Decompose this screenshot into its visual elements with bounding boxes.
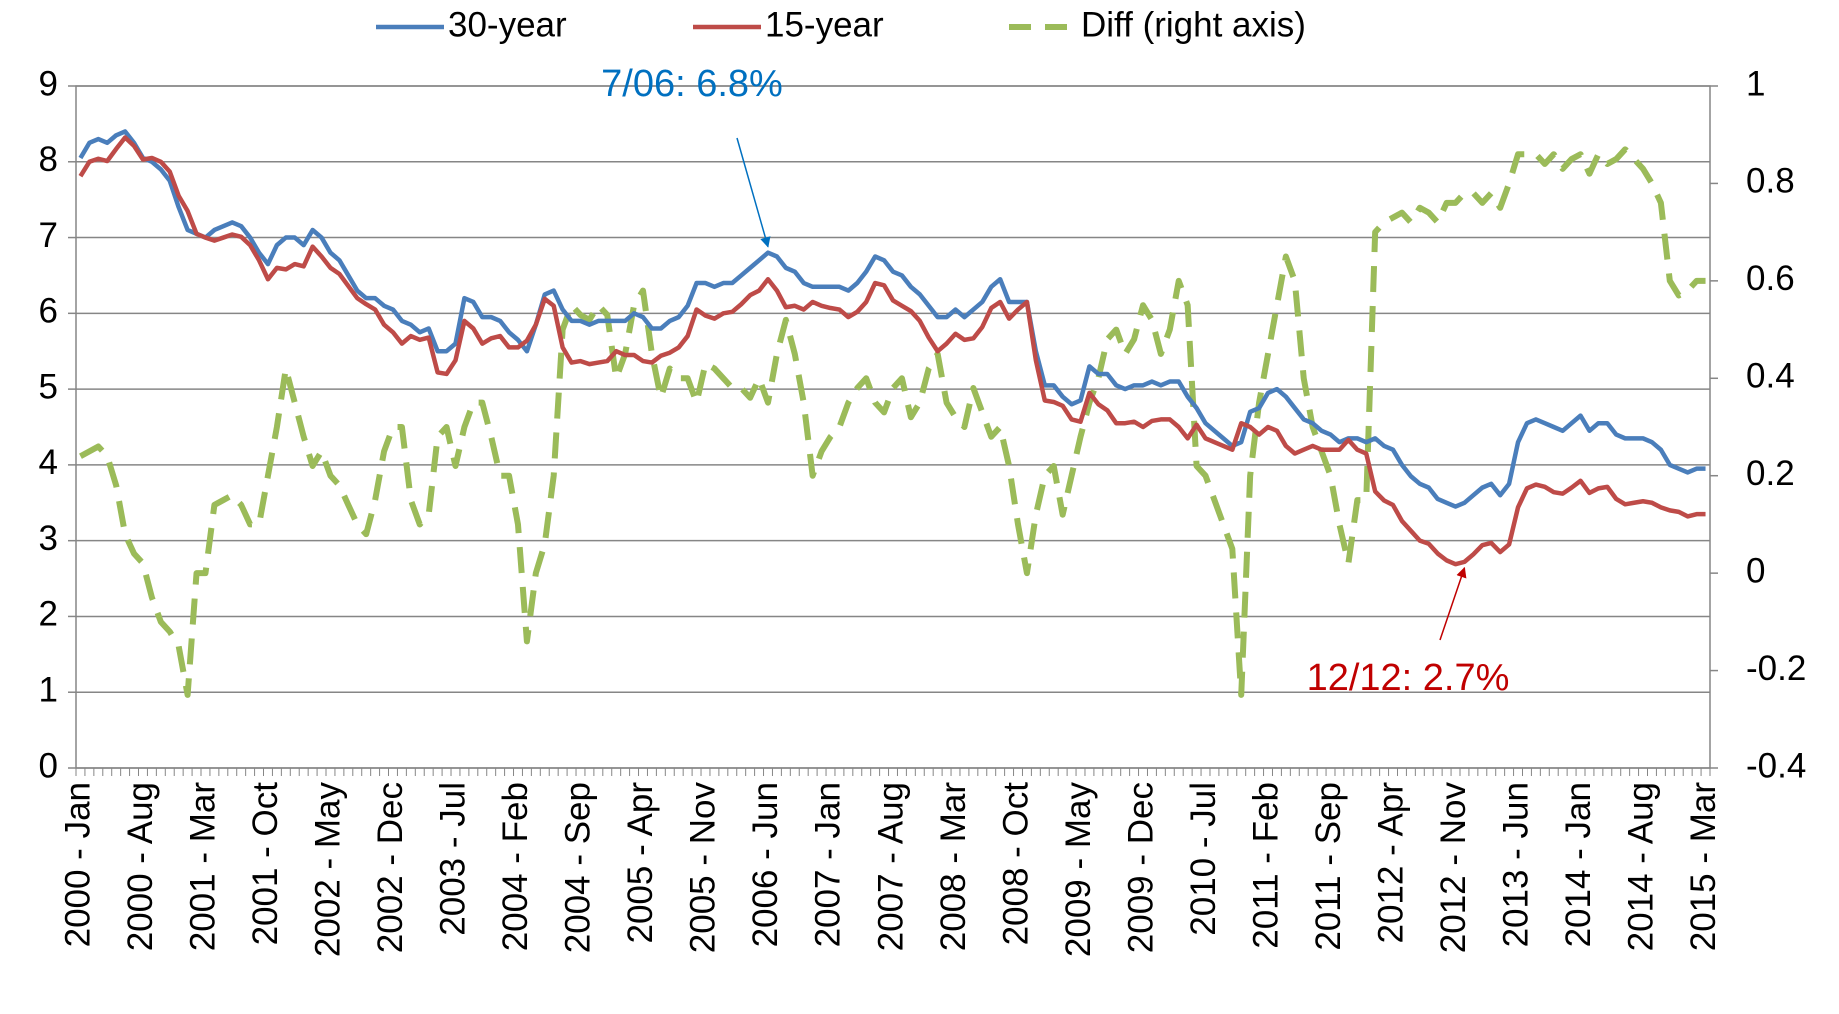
x-tick-label: 2012 - Nov	[1434, 782, 1473, 954]
y2-tick-label: -0.2	[1746, 649, 1806, 688]
x-tick-label: 2014 - Jan	[1559, 782, 1598, 947]
y2-tick-label: 0.2	[1746, 454, 1795, 493]
x-tick-label: 2005 - Nov	[684, 782, 723, 954]
legend-label: Diff (right axis)	[1081, 5, 1306, 44]
annotation-arrow	[1439, 566, 1467, 641]
x-tick-label: 2010 - Jul	[1184, 782, 1223, 936]
x-tick-label: 2007 - Jan	[809, 782, 848, 947]
annotation-arrow	[736, 137, 771, 248]
y-tick-label: 0	[39, 746, 58, 785]
x-tick-label: 2004 - Feb	[496, 782, 535, 951]
y-tick-label: 2	[39, 595, 58, 634]
x-tick-label: 2014 - Aug	[1621, 782, 1660, 951]
y-tick-label: 1	[39, 670, 58, 709]
y-tick-label: 9	[39, 64, 58, 103]
x-tick-label: 2001 - Mar	[184, 782, 223, 952]
x-tick-label: 2006 - Jun	[746, 782, 785, 947]
legend-label: 15-year	[765, 5, 884, 44]
y-tick-label: 4	[39, 443, 58, 482]
y2-tick-label: 0	[1746, 551, 1765, 590]
x-tick-label: 2015 - Mar	[1684, 782, 1723, 952]
x-tick-label: 2000 - Aug	[121, 782, 160, 951]
legend-label: 30-year	[448, 5, 567, 44]
x-tick-label: 2008 - Mar	[934, 782, 973, 952]
x-tick-label: 2009 - May	[1059, 782, 1098, 958]
y2-tick-label: 1	[1746, 64, 1765, 103]
y2-tick-label: -0.4	[1746, 746, 1806, 785]
y2-tick-label: 0.6	[1746, 259, 1795, 298]
x-tick-label: 2011 - Feb	[1246, 782, 1285, 949]
y-tick-label: 8	[39, 140, 58, 179]
y2-tick-label: 0.4	[1746, 357, 1795, 396]
x-tick-label: 2007 - Aug	[871, 782, 910, 951]
x-tick-label: 2003 - Jul	[434, 782, 473, 936]
annotation-label: 12/12: 2.7%	[1307, 657, 1510, 699]
x-tick-label: 2009 - Dec	[1121, 782, 1160, 953]
x-tick-label: 2013 - Jun	[1496, 782, 1535, 947]
annotation-label: 7/06: 6.8%	[601, 63, 783, 105]
x-tick-label: 2002 - Dec	[371, 782, 410, 953]
x-tick-label: 2000 - Jan	[59, 782, 98, 947]
line-series	[79, 146, 1706, 698]
y-tick-label: 6	[39, 292, 58, 331]
x-tick-label: 2004 - Sep	[559, 782, 598, 953]
line-series	[78, 135, 1706, 567]
x-tick-label: 2008 - Oct	[996, 782, 1035, 946]
y-tick-label: 3	[39, 519, 58, 558]
x-tick-label: 2012 - Apr	[1371, 782, 1410, 944]
x-tick-label: 2005 - Apr	[621, 782, 660, 944]
y2-tick-label: 0.8	[1746, 162, 1795, 201]
y-tick-label: 5	[39, 367, 58, 406]
x-tick-label: 2011 - Sep	[1309, 782, 1348, 951]
x-tick-label: 2002 - May	[309, 782, 348, 958]
line-series	[78, 129, 1706, 509]
y-tick-label: 7	[39, 216, 58, 255]
x-tick-label: 2001 - Oct	[246, 782, 285, 946]
